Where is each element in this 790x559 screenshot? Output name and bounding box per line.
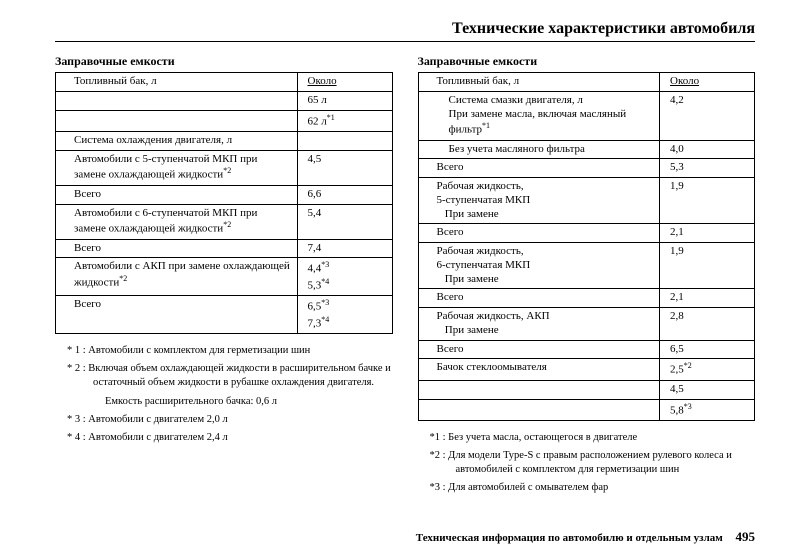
right-section-title: Заправочные емкости	[418, 54, 756, 69]
left-table: Топливный бак, лОколо65 л62 л*1Система о…	[55, 72, 393, 334]
table-header-label: Топливный бак, л	[56, 73, 298, 92]
table-row-value: 1,9	[660, 243, 755, 289]
table-row-value: 2,8	[660, 308, 755, 341]
table-row-value: 5,8*3	[660, 399, 755, 420]
right-notes: *1 : Без учета масла, остающегося в двиг…	[418, 431, 756, 496]
footnote: * 4 : Автомобили с двигателем 2,4 л	[55, 431, 393, 445]
table-row-label: Всего	[56, 239, 298, 258]
table-row-value: 4,5	[297, 150, 392, 185]
footnote: *3 : Для автомобилей с омывателем фар	[418, 481, 756, 495]
table-row-value	[297, 131, 392, 150]
table-row-value: 7,4	[297, 239, 392, 258]
right-column: Заправочные емкости Топливный бак, лОкол…	[418, 54, 756, 500]
table-row-label: Всего	[56, 296, 298, 334]
left-notes: * 1 : Автомобили с комплектом для гермет…	[55, 344, 393, 445]
footnote: *2 : Для модели Type-S с правым располож…	[418, 449, 756, 477]
footnote: * 1 : Автомобили с комплектом для гермет…	[55, 344, 393, 358]
table-row-value: 6,6	[297, 185, 392, 204]
footnote: *1 : Без учета масла, остающегося в двиг…	[418, 431, 756, 445]
table-row-value: 4,0	[660, 140, 755, 159]
table-row-label: Автомобили с 5-ступенчатой МКП при замен…	[56, 150, 298, 185]
table-row-label: Всего	[418, 289, 660, 308]
left-section-title: Заправочные емкости	[55, 54, 393, 69]
footnote: * 3 : Автомобили с двигателем 2,0 л	[55, 413, 393, 427]
footer-text: Техническая информация по автомобилю и о…	[416, 532, 723, 544]
table-row-value: 4,5	[660, 380, 755, 399]
table-row-value: 2,1	[660, 289, 755, 308]
page-footer: Техническая информация по автомобилю и о…	[416, 529, 755, 545]
table-row-label: Всего	[418, 224, 660, 243]
footnote: Емкость расширительного бачка: 0,6 л	[55, 395, 393, 409]
table-row-label: Система смазки двигателя, лПри замене ма…	[418, 91, 660, 140]
table-row-value: 1,9	[660, 178, 755, 224]
table-row-value: 6,5	[660, 340, 755, 359]
table-row-value: 5,3	[660, 159, 755, 178]
table-row-label: Рабочая жидкость,5-ступенчатая МКП При з…	[418, 178, 660, 224]
table-row-label: Всего	[418, 159, 660, 178]
right-table: Топливный бак, лОколоСистема смазки двиг…	[418, 72, 756, 421]
page-title: Технические характеристики автомобиля	[55, 20, 755, 42]
page-number: 495	[736, 529, 756, 544]
table-row-value: 5,4	[297, 204, 392, 239]
content-columns: Заправочные емкости Топливный бак, лОкол…	[55, 54, 755, 500]
table-row-value: 65 л	[297, 91, 392, 110]
table-row-label	[418, 380, 660, 399]
table-header-label: Топливный бак, л	[418, 73, 660, 92]
table-row-value: 2,5*2	[660, 359, 755, 380]
table-row-label	[56, 110, 298, 131]
table-row-label	[418, 399, 660, 420]
table-row-label: Рабочая жидкость,6-ступенчатая МКП При з…	[418, 243, 660, 289]
table-row-label: Всего	[418, 340, 660, 359]
table-row-value: 4,2	[660, 91, 755, 140]
table-row-label: Автомобили с 6-ступенчатой МКП при замен…	[56, 204, 298, 239]
table-row-value: 6,5*37,3*4	[297, 296, 392, 334]
table-row-value: 62 л*1	[297, 110, 392, 131]
table-row-label: Бачок стеклоомывателя	[418, 359, 660, 380]
table-row-value: 4,4*35,3*4	[297, 258, 392, 296]
table-row-label	[56, 91, 298, 110]
left-column: Заправочные емкости Топливный бак, лОкол…	[55, 54, 393, 500]
table-row-label: Автомобили с АКП при замене охлаждающей …	[56, 258, 298, 296]
table-row-label: Без учета масляного фильтра	[418, 140, 660, 159]
table-row-label: Рабочая жидкость, АКП При замене	[418, 308, 660, 341]
table-row-value: 2,1	[660, 224, 755, 243]
table-row-label: Система охлаждения двигателя, л	[56, 131, 298, 150]
table-header-value: Около	[297, 73, 392, 92]
table-header-value: Около	[660, 73, 755, 92]
table-row-label: Всего	[56, 185, 298, 204]
footnote: * 2 : Включая объем охлаждающей жидкости…	[55, 362, 393, 390]
